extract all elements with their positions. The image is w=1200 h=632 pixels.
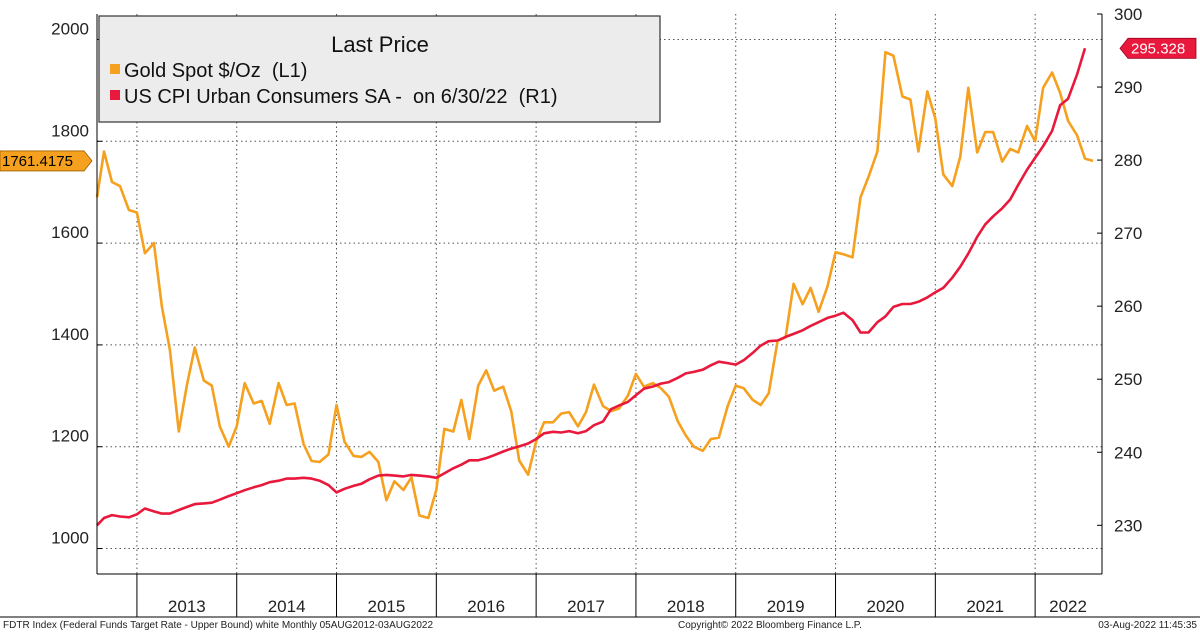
left-tick-1400: 1400 — [51, 325, 89, 344]
series-line-gold — [95, 50, 1094, 520]
gold-last-value: 1761.4175 — [2, 153, 73, 170]
right-axis: 230 240 250 260 270 280 290 300 — [1097, 5, 1142, 535]
right-tick-230: 230 — [1114, 516, 1142, 535]
x-axis: 2013 2014 2015 2016 2017 2018 2019 2020 2021 2022 — [168, 597, 1087, 616]
year-label-2018: 2018 — [667, 597, 705, 616]
year-label-2016: 2016 — [467, 597, 505, 616]
footer-timestamp: 03-Aug-2022 11:45:35 — [1098, 620, 1197, 631]
year-label-2014: 2014 — [268, 597, 306, 616]
year-label-2013: 2013 — [168, 597, 206, 616]
left-axis: 1000 1200 1400 1600 1800 2000 — [51, 19, 102, 550]
year-separators — [136, 14, 1036, 617]
year-label-2019: 2019 — [767, 597, 805, 616]
legend-swatch-cpi — [110, 90, 120, 100]
left-tick-2000: 2000 — [51, 19, 89, 38]
legend-label-cpi: US CPI Urban Consumers SA - on 6/30/22 (… — [124, 86, 558, 108]
cpi-last-value: 295.328 — [1131, 40, 1185, 57]
left-tick-1000: 1000 — [51, 529, 89, 548]
cpi-last-value-badge: 295.328 — [1119, 37, 1197, 59]
series-lines — [95, 47, 1094, 527]
right-tick-300: 300 — [1114, 5, 1142, 24]
gold-last-value-badge: 1761.4175 — [0, 150, 93, 172]
year-label-2017: 2017 — [567, 597, 605, 616]
legend-swatch-gold — [110, 64, 120, 74]
legend-box — [98, 15, 661, 123]
year-label-2021: 2021 — [966, 597, 1004, 616]
right-tick-280: 280 — [1114, 151, 1142, 170]
right-tick-270: 270 — [1114, 224, 1142, 243]
legend-label-gold: Gold Spot $/Oz (L1) — [124, 60, 307, 82]
legend: Last Price Gold Spot $/Oz (L1) US CPI Ur… — [98, 15, 661, 123]
footer-source: FDTR Index (Federal Funds Target Rate - … — [3, 620, 433, 631]
left-tick-1200: 1200 — [51, 427, 89, 446]
right-tick-240: 240 — [1114, 443, 1142, 462]
legend-title: Last Price — [331, 32, 429, 57]
footer-copyright: Copyright© 2022 Bloomberg Finance L.P. — [678, 620, 862, 631]
right-tick-250: 250 — [1114, 370, 1142, 389]
year-label-2022: 2022 — [1049, 597, 1087, 616]
left-tick-1800: 1800 — [51, 121, 89, 140]
year-label-2015: 2015 — [368, 597, 406, 616]
series-line-cpi — [96, 47, 1087, 527]
left-tick-1600: 1600 — [51, 223, 89, 242]
right-tick-290: 290 — [1114, 78, 1142, 97]
year-label-2020: 2020 — [867, 597, 905, 616]
right-tick-260: 260 — [1114, 297, 1142, 316]
